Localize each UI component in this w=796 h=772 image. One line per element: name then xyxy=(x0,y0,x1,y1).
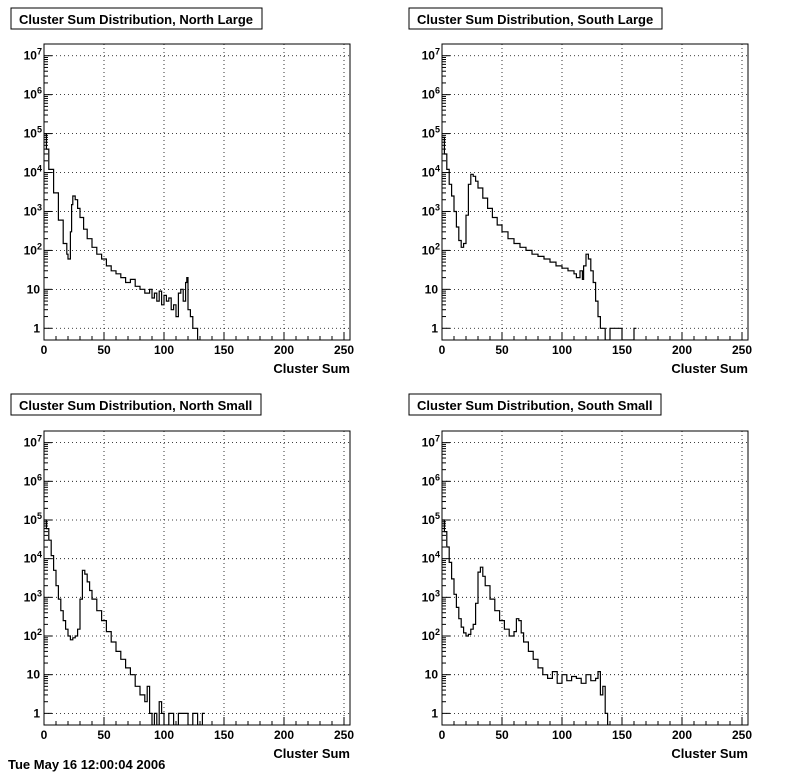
y-tick-label: 102 xyxy=(422,627,440,643)
histogram-line xyxy=(44,519,205,725)
chart-title: Cluster Sum Distribution, South Small xyxy=(417,398,652,413)
y-tick-label: 10 xyxy=(27,668,41,682)
y-tick-label: 105 xyxy=(24,125,42,141)
histogram-line xyxy=(442,519,610,725)
y-tick-label: 106 xyxy=(24,472,42,488)
chart-title: Cluster Sum Distribution, North Large xyxy=(19,12,253,27)
plot-frame xyxy=(43,43,351,341)
y-tick-label: 106 xyxy=(422,86,440,102)
x-tick-label: 100 xyxy=(154,728,174,742)
x-tick-label: 250 xyxy=(732,343,752,357)
y-tick-label: 1 xyxy=(33,706,40,720)
x-tick-label: 150 xyxy=(612,728,632,742)
plot-frame xyxy=(441,43,749,341)
x-tick-label: 150 xyxy=(214,343,234,357)
y-tick-label: 103 xyxy=(24,202,42,218)
x-tick-label: 150 xyxy=(612,343,632,357)
y-tick-label: 1 xyxy=(431,321,438,335)
x-tick-label: 150 xyxy=(214,728,234,742)
chart-panel: Cluster Sum Distribution, South Large 0 50… xyxy=(408,7,752,376)
x-tick-label: 50 xyxy=(495,343,509,357)
y-tick-label: 107 xyxy=(24,434,42,450)
y-tick-label: 105 xyxy=(422,511,440,527)
chart-panel: Cluster Sum Distribution, South Small 0 50… xyxy=(408,393,752,761)
plot-frame xyxy=(441,430,749,726)
y-tick-label: 104 xyxy=(422,164,440,180)
y-tick-label: 10 xyxy=(425,282,439,296)
y-tick-label: 1 xyxy=(431,706,438,720)
x-tick-label: 100 xyxy=(552,343,572,357)
plot-frame xyxy=(43,430,351,726)
x-axis-title: Cluster Sum xyxy=(671,361,748,376)
histogram-line xyxy=(44,133,200,340)
x-axis-title: Cluster Sum xyxy=(671,746,748,761)
x-tick-label: 0 xyxy=(41,343,48,357)
y-tick-label: 107 xyxy=(24,47,42,63)
x-tick-label: 200 xyxy=(672,728,692,742)
y-tick-label: 107 xyxy=(422,47,440,63)
y-tick-label: 10 xyxy=(425,668,439,682)
y-tick-label: 104 xyxy=(24,164,42,180)
y-tick-label: 10 xyxy=(27,282,41,296)
x-tick-label: 200 xyxy=(274,728,294,742)
histogram-line xyxy=(442,136,637,340)
x-axis-title: Cluster Sum xyxy=(273,361,350,376)
x-tick-label: 250 xyxy=(334,728,354,742)
y-tick-label: 1 xyxy=(33,321,40,335)
y-tick-label: 103 xyxy=(422,202,440,218)
chart-panel: Cluster Sum Distribution, North Large 0 50… xyxy=(10,7,354,376)
x-tick-label: 50 xyxy=(495,728,509,742)
y-tick-label: 105 xyxy=(24,511,42,527)
y-tick-label: 106 xyxy=(422,472,440,488)
y-tick-label: 106 xyxy=(24,86,42,102)
x-tick-label: 200 xyxy=(672,343,692,357)
x-tick-label: 0 xyxy=(439,343,446,357)
chart-title: Cluster Sum Distribution, North Small xyxy=(19,398,252,413)
chart-panel: Cluster Sum Distribution, North Small 0 50… xyxy=(10,393,354,761)
x-tick-label: 50 xyxy=(97,343,111,357)
timestamp-footer: Tue May 16 12:00:04 2006 xyxy=(8,757,166,772)
title-box xyxy=(408,393,662,416)
y-tick-label: 105 xyxy=(422,125,440,141)
y-tick-label: 103 xyxy=(422,588,440,604)
y-tick-label: 102 xyxy=(24,241,42,257)
y-tick-label: 107 xyxy=(422,434,440,450)
y-tick-label: 103 xyxy=(24,588,42,604)
x-tick-label: 250 xyxy=(732,728,752,742)
title-box xyxy=(10,393,262,416)
x-tick-label: 100 xyxy=(154,343,174,357)
y-tick-label: 102 xyxy=(422,241,440,257)
y-tick-label: 104 xyxy=(422,550,440,566)
y-tick-label: 104 xyxy=(24,550,42,566)
x-axis-title: Cluster Sum xyxy=(273,746,350,761)
x-tick-label: 0 xyxy=(439,728,446,742)
x-tick-label: 200 xyxy=(274,343,294,357)
x-tick-label: 50 xyxy=(97,728,111,742)
x-tick-label: 100 xyxy=(552,728,572,742)
x-tick-label: 250 xyxy=(334,343,354,357)
title-box xyxy=(408,7,663,30)
chart-title: Cluster Sum Distribution, South Large xyxy=(417,12,653,27)
y-tick-label: 102 xyxy=(24,627,42,643)
title-box xyxy=(10,7,263,30)
x-tick-label: 0 xyxy=(41,728,48,742)
